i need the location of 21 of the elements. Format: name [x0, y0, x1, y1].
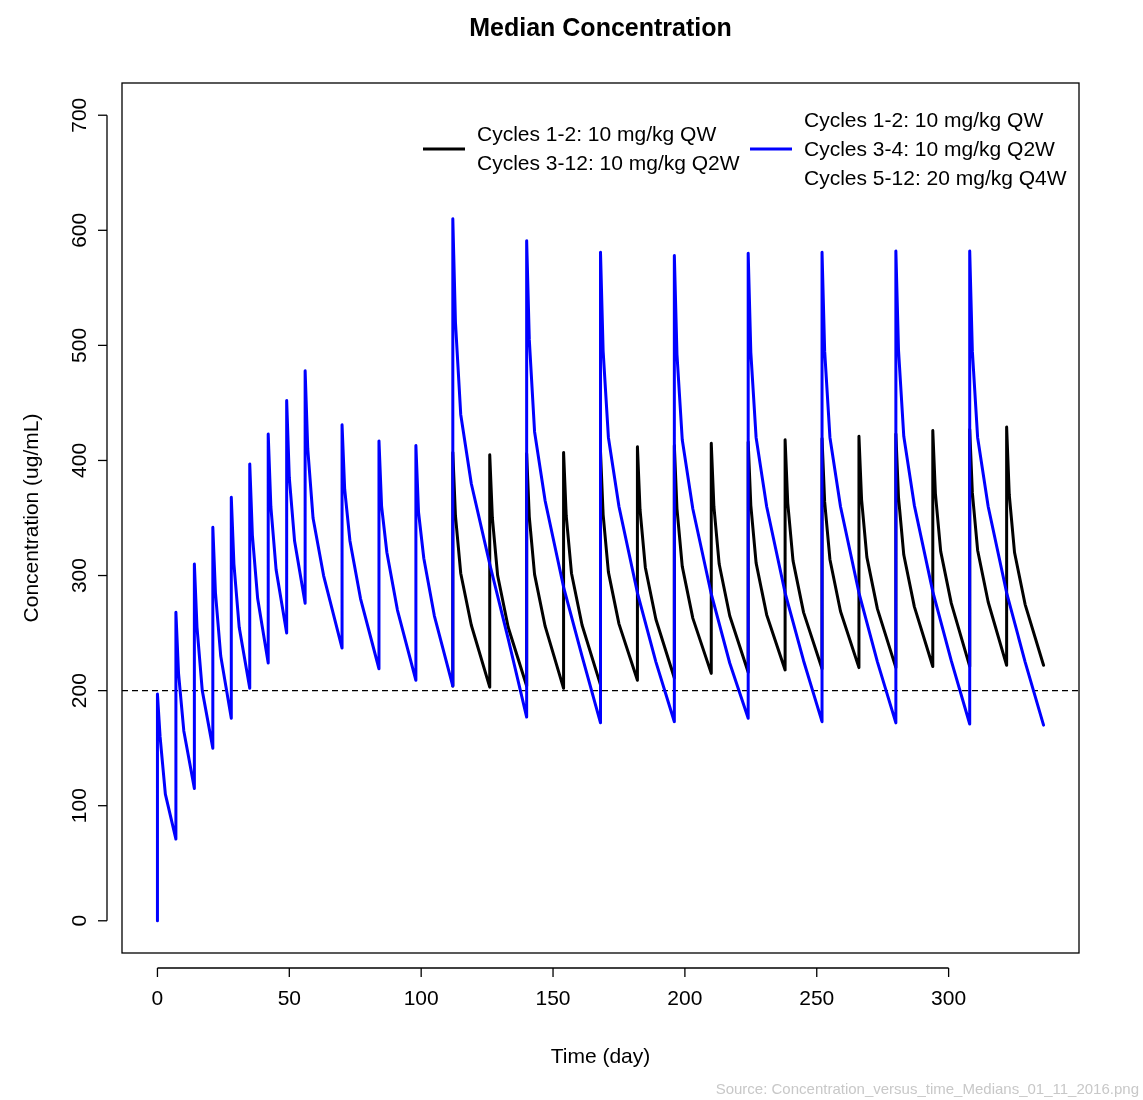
y-tick-label: 200 [67, 673, 90, 709]
y-tick-label: 300 [67, 558, 90, 594]
x-tick-label: 150 [535, 986, 571, 1009]
y-tick-label: 600 [67, 212, 90, 248]
x-tick-label: 250 [799, 986, 835, 1009]
y-tick-label: 400 [67, 442, 90, 478]
y-tick-label: 100 [67, 788, 90, 824]
y-tick-label: 0 [67, 914, 90, 927]
x-tick-label: 300 [931, 986, 967, 1009]
legend-label: Cycles 1-2: 10 mg/kg QW Cycles 3-4: 10 mg/kg Q2W Cycles 5-12: 20 mg/kg Q4W [804, 107, 1067, 189]
y-tick-label: 700 [67, 97, 90, 133]
x-axis-title: Time (day) [550, 1044, 651, 1067]
y-axis-title: Concentration (ug/mL) [19, 413, 42, 623]
x-tick-label: 50 [277, 986, 301, 1009]
x-tick-label: 0 [151, 986, 164, 1009]
chart-title: Median Concentration [469, 13, 732, 41]
y-tick-label: 500 [67, 327, 90, 363]
x-tick-label: 100 [403, 986, 439, 1009]
legend-label: Cycles 1-2: 10 mg/kg QW Cycles 3-12: 10 mg/kg Q2W [477, 122, 740, 174]
x-tick-label: 200 [667, 986, 703, 1009]
line-series [155, 217, 1046, 923]
